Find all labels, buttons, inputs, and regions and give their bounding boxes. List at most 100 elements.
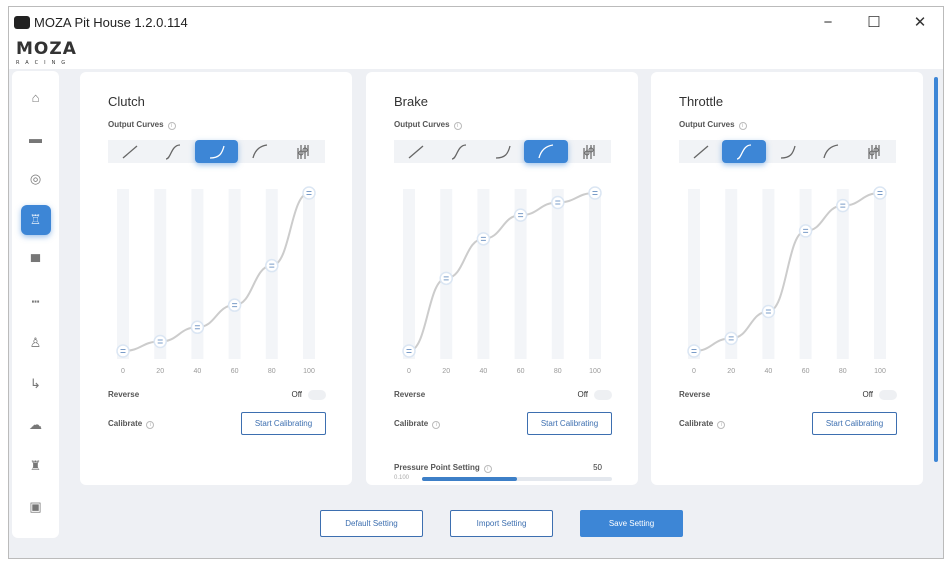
start-calibrating-button[interactable]: Start Calibrating xyxy=(527,412,612,435)
curve-point-handle[interactable] xyxy=(761,304,776,319)
sidebar-item-joystick[interactable]: ♙ xyxy=(21,328,51,358)
minimize-button[interactable]: − xyxy=(823,13,833,31)
curve-logarithmic-button[interactable] xyxy=(809,140,852,163)
x-tick-label: 100 xyxy=(874,368,886,375)
calibrate-label: Calibrate xyxy=(679,419,714,428)
curve-point-handle[interactable] xyxy=(551,195,565,210)
output-curve-chart[interactable]: 0 20 40 60 80 100 xyxy=(80,177,352,382)
curve-logarithmic-button[interactable] xyxy=(238,140,281,163)
output-curves-label: Output Curves i xyxy=(679,120,747,130)
curve-custom-button[interactable] xyxy=(853,140,896,163)
sidebar-item-home[interactable]: ⌂ xyxy=(21,82,51,112)
curve-column xyxy=(477,189,490,359)
reverse-row: Reverse Off xyxy=(394,390,612,400)
curve-point-handle[interactable] xyxy=(439,271,453,286)
title-bar: MOZA Pit House 1.2.0.114 − ☐ ✕ xyxy=(9,7,943,37)
slider-fill xyxy=(422,477,517,481)
cloud-icon: ☁ xyxy=(29,417,42,432)
calibrate-row: Calibrate i Start Calibrating xyxy=(679,412,897,435)
curve-column xyxy=(154,189,167,359)
curve-custom-button[interactable] xyxy=(282,140,325,163)
sidebar-item-dashboard[interactable]: ▀ xyxy=(21,246,51,276)
sidebar-item-pedals[interactable]: ♖ xyxy=(20,205,51,235)
curve-linear-button[interactable] xyxy=(679,140,722,163)
output-curve-chart[interactable]: 0 20 40 60 80 100 xyxy=(651,177,923,382)
curve-point-handle[interactable] xyxy=(687,344,701,358)
curve-point-handle[interactable] xyxy=(588,186,602,200)
close-button[interactable]: ✕ xyxy=(913,14,927,31)
info-icon[interactable]: i xyxy=(453,122,462,130)
default-setting-button[interactable]: Default Setting xyxy=(320,510,423,537)
curve-s-curve-button[interactable] xyxy=(722,140,766,163)
curve-point-handle[interactable] xyxy=(836,198,850,213)
app-window: MOZA Pit House 1.2.0.114 − ☐ ✕ MOZA RACIN… xyxy=(8,6,944,559)
panel-clutch: Clutch Output Curves i 0 20 40 60 80 100 Reverse O… xyxy=(80,72,352,485)
curve-point-handle[interactable] xyxy=(513,208,528,222)
handbrake-icon: ↳ xyxy=(30,376,41,391)
curve-column xyxy=(228,189,241,359)
sidebar-item-handbrake[interactable]: ↳ xyxy=(21,369,51,399)
x-tick-label: 100 xyxy=(589,368,601,375)
reverse-toggle[interactable] xyxy=(308,390,326,400)
output-curve-chart[interactable]: 0 20 40 60 80 100 xyxy=(366,177,638,382)
curve-point-handle[interactable] xyxy=(265,258,279,273)
sidebar-item-hub[interactable]: ♜ xyxy=(21,451,51,481)
start-calibrating-button[interactable]: Start Calibrating xyxy=(241,412,326,435)
curve-logarithmic-button[interactable] xyxy=(524,140,568,163)
pressure-point-row: Pressure Point Setting i 50 0.100 xyxy=(394,463,612,484)
x-tick-label: 0 xyxy=(121,368,125,375)
reverse-toggle[interactable] xyxy=(879,390,897,400)
info-icon[interactable]: i xyxy=(717,421,726,429)
curve-exponential-button[interactable] xyxy=(194,140,239,163)
curve-s-curve-button[interactable] xyxy=(151,140,194,163)
sidebar-item-wheelbase[interactable]: ▬ xyxy=(21,123,51,153)
dashboard-icon: ▀ xyxy=(30,253,41,269)
curve-point-handle[interactable] xyxy=(476,232,491,246)
curve-exponential-button[interactable] xyxy=(481,140,524,163)
steering-wheel-icon: ◎ xyxy=(29,171,42,186)
sidebar-item-display[interactable]: ▣ xyxy=(21,492,51,522)
curve-custom-button[interactable] xyxy=(568,140,611,163)
sidebar-item-cloud[interactable]: ☁ xyxy=(21,410,51,440)
pressure-point-value[interactable]: 50 xyxy=(593,463,602,472)
curve-s-curve-button[interactable] xyxy=(437,140,480,163)
hub-icon: ♜ xyxy=(29,458,42,473)
curve-column xyxy=(836,189,849,359)
x-tick-label: 80 xyxy=(554,368,562,375)
sidebar-item-shifter-bar[interactable]: ┅ xyxy=(21,287,51,317)
curve-point-handle[interactable] xyxy=(402,344,416,358)
curve-column xyxy=(403,189,415,359)
reverse-toggle[interactable] xyxy=(594,390,612,400)
curve-linear-button[interactable] xyxy=(108,140,151,163)
maximize-button[interactable]: ☐ xyxy=(867,14,881,31)
curve-selector xyxy=(394,140,611,163)
info-icon[interactable]: i xyxy=(167,122,176,130)
curve-column xyxy=(874,189,886,359)
sidebar-item-steering-wheel[interactable]: ◎ xyxy=(21,164,51,194)
save-setting-button[interactable]: Save Setting xyxy=(580,510,683,537)
curve-point-handle[interactable] xyxy=(116,344,130,358)
curve-exponential-button[interactable] xyxy=(766,140,809,163)
curve-point-handle[interactable] xyxy=(227,298,242,312)
info-icon[interactable]: i xyxy=(738,122,747,130)
scrollbar[interactable] xyxy=(934,77,938,462)
start-calibrating-button[interactable]: Start Calibrating xyxy=(812,412,897,435)
curve-linear-button[interactable] xyxy=(394,140,437,163)
curve-point-handle[interactable] xyxy=(873,186,887,200)
pressure-point-slider[interactable] xyxy=(422,477,612,481)
curve-exponential-icon xyxy=(209,145,225,159)
x-tick-label: 20 xyxy=(442,368,450,375)
panel-title: Throttle xyxy=(679,94,724,109)
x-tick-label: 40 xyxy=(480,368,488,375)
curve-point-handle[interactable] xyxy=(153,334,167,349)
curve-point-handle[interactable] xyxy=(302,186,316,200)
curve-point-handle[interactable] xyxy=(190,320,205,335)
curve-logarithmic-icon xyxy=(823,143,839,158)
curve-point-handle[interactable] xyxy=(798,224,813,238)
info-icon[interactable]: i xyxy=(483,465,492,473)
curve-point-handle[interactable] xyxy=(724,331,738,346)
curve-logarithmic-icon xyxy=(252,143,268,158)
info-icon[interactable]: i xyxy=(146,421,155,429)
info-icon[interactable]: i xyxy=(432,421,441,429)
import-setting-button[interactable]: Import Setting xyxy=(450,510,553,537)
